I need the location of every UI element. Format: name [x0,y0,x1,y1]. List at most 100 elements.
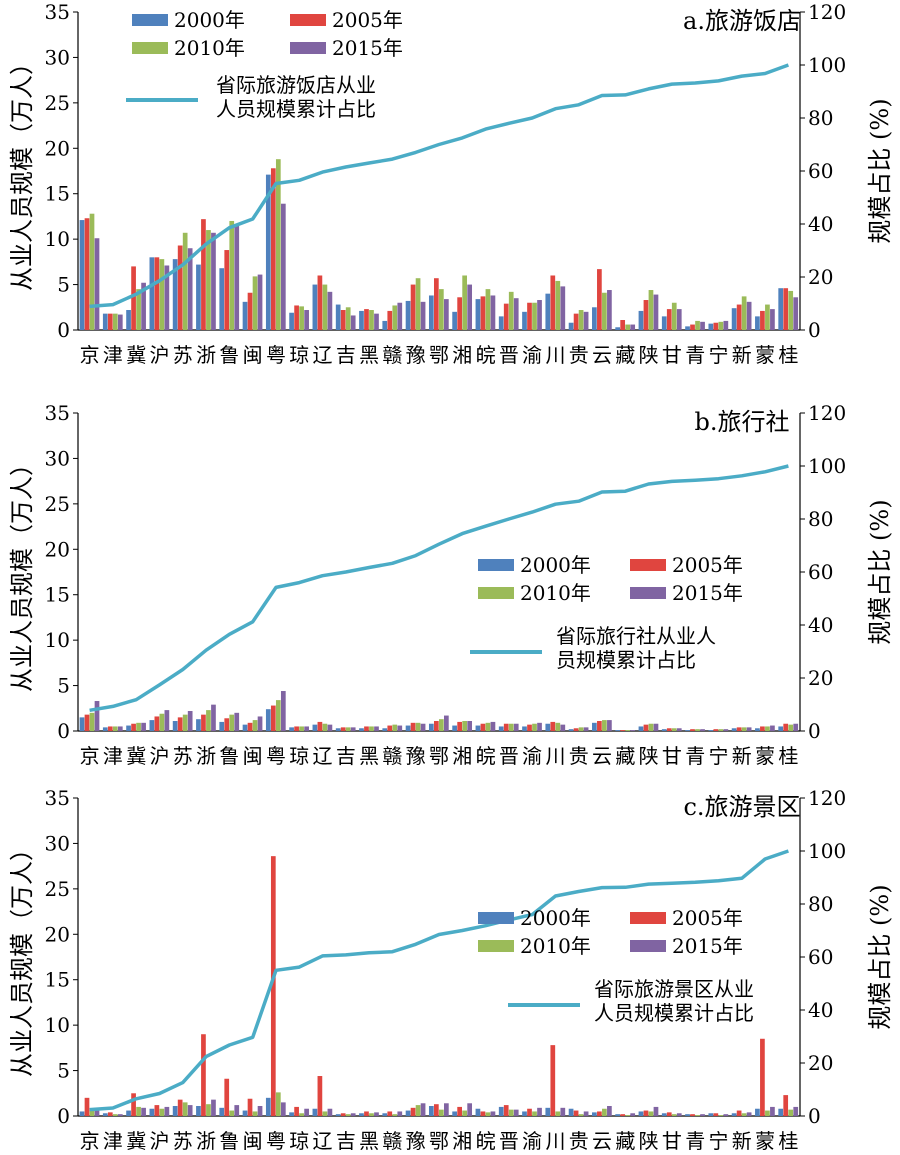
bar [741,296,747,330]
bar [513,723,519,731]
bar [201,1034,206,1116]
bar [420,723,426,731]
bar [428,295,434,330]
bar [149,1108,155,1116]
bar [359,1113,364,1116]
legend-label: 2000年 [520,906,591,930]
bar [765,304,770,330]
legend-label: 2010年 [520,934,591,958]
category-label: 苏 [173,744,193,768]
bar [335,304,341,330]
category-label: 辽 [313,1129,333,1150]
bar [340,1113,346,1116]
bar [498,1106,504,1116]
category-label: 闽 [243,343,263,367]
category-label: 粤 [266,343,286,367]
category-label: 渝 [522,343,542,367]
bar [723,729,729,731]
bar [607,720,612,731]
y2-tick-label: 100 [808,839,846,863]
category-label: 黑 [359,744,379,768]
bar [480,1111,486,1116]
bar [265,1097,271,1116]
bar [201,714,206,731]
bar [289,1112,294,1116]
bar [545,723,551,731]
category-label: 琼 [289,343,309,367]
bar [685,730,690,731]
bar [731,728,737,731]
category-label: 苏 [173,343,193,367]
y-axis-title: 从业人员规模（万人） [8,837,36,1077]
bar [126,310,131,330]
bar [280,691,286,731]
bar [532,723,537,731]
bar [242,301,248,330]
bar [597,1111,602,1116]
category-label: 宁 [708,343,728,367]
bar [374,726,379,731]
bar [196,1106,201,1116]
bar [452,311,457,330]
category-label: 闽 [243,1129,263,1150]
panel-title: a.旅游饭店 [683,7,801,35]
bar [84,1097,90,1116]
category-label: 鲁 [219,1129,239,1150]
bar [462,1110,467,1116]
bar [568,322,574,330]
bar [537,1107,542,1116]
y2-tick-label: 0 [808,719,821,743]
category-label: 京 [80,744,100,768]
bar [490,295,496,330]
y-tick-label: 10 [45,1013,70,1037]
bar [335,1114,341,1116]
bar [84,218,90,330]
bar [783,723,789,731]
bar [211,704,216,731]
bar [289,727,294,731]
bar [578,1114,584,1116]
bar [666,728,672,731]
bar [462,275,467,330]
bar [154,1105,160,1116]
bar [513,298,519,330]
category-label: 云 [592,1129,612,1150]
bar [112,313,118,330]
bar [299,306,304,330]
bar [428,1106,434,1116]
bar [550,275,556,330]
panel-title: b.旅行社 [695,408,790,436]
bar [439,289,444,330]
bar [187,248,193,330]
category-label: 鲁 [219,343,239,367]
category-label: 皖 [476,1129,496,1150]
bar [322,723,328,731]
bar [374,313,379,330]
category-label: 闽 [243,744,263,768]
bar [364,309,369,330]
bar [364,726,369,731]
bar [503,303,509,330]
bar [112,1114,118,1116]
bar [723,1114,729,1116]
bar [615,327,621,330]
bar [275,1092,281,1116]
bar [107,726,113,731]
bar [676,309,682,330]
bar [545,1107,551,1116]
bar [555,280,561,330]
bar [597,269,602,330]
y-tick-label: 25 [45,877,70,901]
y-tick-label: 30 [45,446,70,470]
category-label: 鲁 [219,744,239,768]
bar [736,727,742,731]
bar [317,275,323,330]
y-tick-label: 0 [57,1104,70,1128]
bar [573,728,579,731]
bar [172,721,178,731]
bar [335,728,341,731]
legend-swatch [478,559,514,571]
bar [690,729,695,731]
y-tick-label: 10 [45,628,70,652]
category-label: 冀 [126,1129,146,1150]
